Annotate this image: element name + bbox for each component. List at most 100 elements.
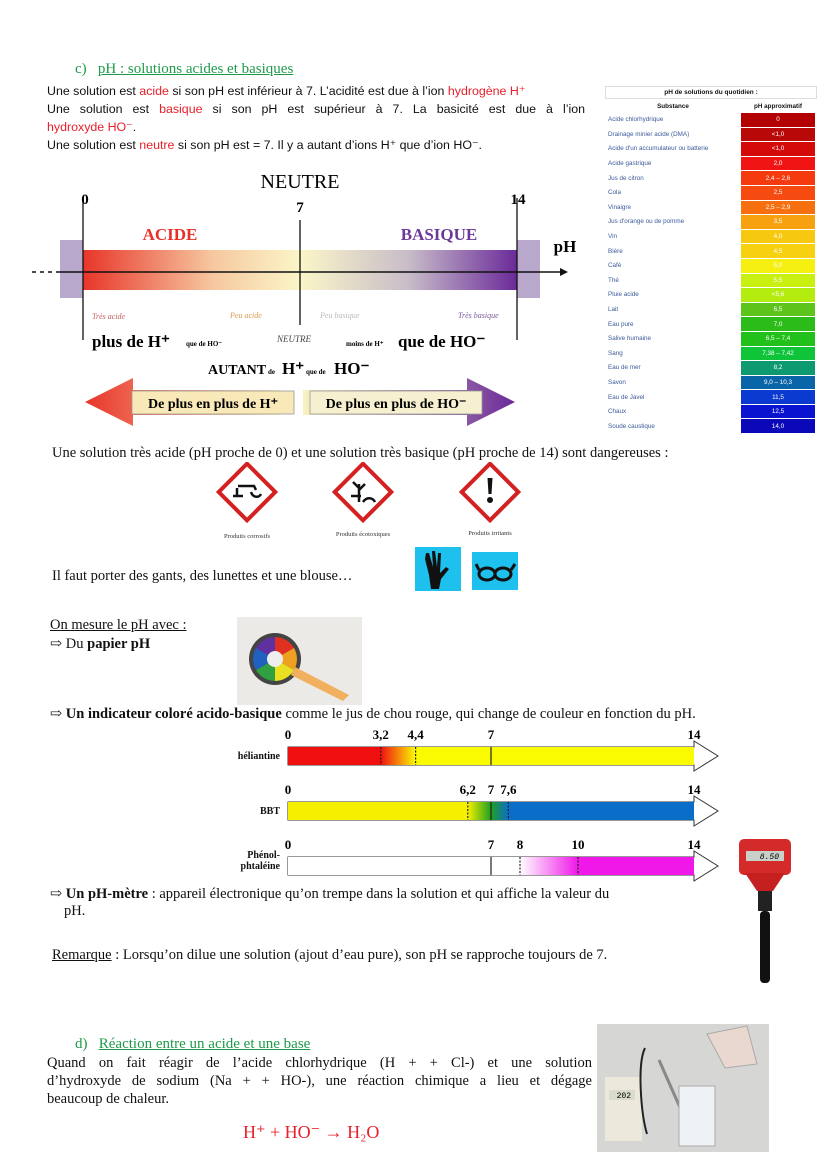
tick-label: 14 [688, 837, 702, 852]
substance-name: Lait [605, 302, 741, 318]
left-shade [60, 240, 83, 298]
label-heliantine: héliantine [237, 751, 280, 762]
ph-value: <1,0 [741, 141, 815, 157]
tick-label: 7 [488, 837, 495, 852]
glasses-icon [472, 552, 518, 590]
substance-name: Eau pure [605, 316, 741, 332]
tick-label: 0 [285, 727, 292, 742]
protection-sentence: Il faut porter des gants, des lunettes e… [52, 568, 353, 584]
table-row: Pluie acide <5,6 [605, 287, 815, 303]
label-ecotoxiques: Produits écotoxiques [335, 531, 391, 538]
item-indicateur: ⇨ Un indicateur coloré acido-basique com… [50, 706, 696, 722]
table-row: Eau de mer 8,2 [605, 360, 815, 376]
tick-7: 7 [296, 200, 304, 216]
label-irritants: Produits irritants [468, 530, 512, 537]
ph-table-grid: Substance pH approximatif Acide chlorhydr… [605, 99, 815, 435]
neutre-title: NEUTRE [261, 171, 340, 193]
tick-label: 4,4 [407, 727, 424, 742]
acide-label: ACIDE [143, 225, 198, 244]
ph-value: 12,5 [741, 404, 815, 420]
que-de-ho-big: que de HO⁻ [398, 332, 485, 351]
neutre-small-label: NEUTRE [276, 334, 312, 344]
danger-sentence: Une solution très acide (pH proche de 0)… [52, 445, 669, 461]
table-row: Chaux 12,5 [605, 404, 815, 420]
ph-axis-label: pH [554, 237, 577, 256]
ph-value: 5,5 [741, 273, 815, 289]
ph-value: 6,5 [741, 302, 815, 318]
heading-text: pH : solutions acides et basiques [97, 61, 294, 77]
table-row: Jus d'orange ou de pomme 3,5 [605, 214, 815, 230]
table-row: Jus de citron 2,4 – 2,6 [605, 170, 815, 186]
autant-de: de [268, 368, 275, 376]
arrow-icon: → [324, 1122, 343, 1142]
substance-name: Acide d'un accumulateur ou batterie [605, 141, 741, 157]
autant-label: AUTANT [208, 363, 267, 378]
exclamation-icon [458, 462, 522, 524]
substance-name: Vin [605, 229, 741, 245]
right-shade [517, 240, 540, 298]
substance-name: Sang [605, 346, 741, 362]
ph-value: 8,2 [741, 360, 815, 376]
tick-label: 3,2 [373, 727, 389, 742]
substance-name: Salive humaine [605, 331, 741, 347]
tick-14: 14 [511, 192, 527, 208]
ph-value: 2,0 [741, 156, 815, 172]
tick-label: 14 [688, 727, 702, 742]
basique-label: BASIQUE [401, 225, 478, 244]
photo-display: 202 [617, 1092, 632, 1101]
tick-label: 7 [488, 782, 495, 797]
substance-name: Vinaigre [605, 200, 741, 216]
tick-label: 7 [488, 727, 495, 742]
substance-name: Chaux [605, 404, 741, 420]
axis-arrow-icon [560, 268, 568, 276]
table-row: Vin 4,0 [605, 229, 815, 245]
tick-label: 10 [572, 837, 585, 852]
table-row: Acide chlorhydrique 0 [605, 113, 815, 128]
ph-value: 2,5 – 2,9 [741, 200, 815, 216]
moins-de-h-label: moins de H⁺ [346, 340, 384, 348]
substance-name: Pluie acide [605, 287, 741, 303]
item-ph-metre: ⇨ Un pH-mètre : appareil électronique qu… [50, 886, 610, 919]
definitions-paragraph: Une solution est acide si son pH est inf… [47, 82, 585, 154]
substance-name: Cola [605, 185, 741, 201]
line-hydroxyde: hydroxyde HO⁻. [47, 120, 137, 134]
table-row: Drainage minier acide (DMA) <1,0 [605, 127, 815, 143]
ph-meter-display: 8.50 [760, 853, 779, 862]
table-row: Acide d'un accumulateur ou batterie <1,0 [605, 141, 815, 157]
label-corrosifs: Produits corrosifs [223, 533, 271, 540]
tick-0: 0 [81, 192, 89, 208]
ph-value: 9,0 – 10,3 [741, 375, 815, 391]
gloves-icon [415, 547, 461, 591]
reaction-photo: 202 [597, 1024, 769, 1152]
ph-scale-diagram: NEUTRE 0 7 14 ACIDE BASIQUE pH Très acid… [28, 171, 577, 426]
item-papier-ph: ⇨ Du papier pH [50, 636, 151, 652]
col-substance: Substance [657, 102, 689, 110]
reaction-paragraph: Quand on fait réagir de l’acide chlorhyd… [47, 1055, 592, 1107]
ph-value: 3,5 [741, 214, 815, 230]
ph-value: 2,4 – 2,6 [741, 170, 815, 186]
table-row: Sang 7,38 – 7,42 [605, 346, 815, 362]
table-row: Soude caustique 14,0 [605, 418, 815, 435]
tres-acide-label: Très acide [92, 312, 126, 321]
ph-value: 0 [741, 113, 815, 128]
autant-ho: HO⁻ [334, 359, 369, 378]
tick-label: 0 [285, 782, 292, 797]
tick-label: 14 [688, 782, 702, 797]
table-row: Bière 4,5 [605, 243, 815, 259]
table-row: Eau de Javel 11,5 [605, 389, 815, 405]
substance-name: Eau de Javel [605, 389, 741, 405]
substance-name: Eau de mer [605, 360, 741, 376]
table-row: Vinaigre 2,5 – 2,9 [605, 200, 815, 216]
substance-name: Acide gastrique [605, 156, 741, 172]
table-row: Thé 5,5 [605, 273, 815, 289]
table-row: Cola 2,5 [605, 185, 815, 201]
ph-value: <1,0 [741, 127, 815, 143]
col-ph: pH approximatif [754, 102, 802, 110]
section-c-heading: c) pH : solutions acides et basiques [75, 61, 293, 78]
ph-value: 4,5 [741, 243, 815, 259]
ph-value: 5,0 [741, 258, 815, 274]
ph-value: 2,5 [741, 185, 815, 201]
environment-icon [331, 462, 395, 524]
table-row: Savon 9,0 – 10,3 [605, 375, 815, 391]
